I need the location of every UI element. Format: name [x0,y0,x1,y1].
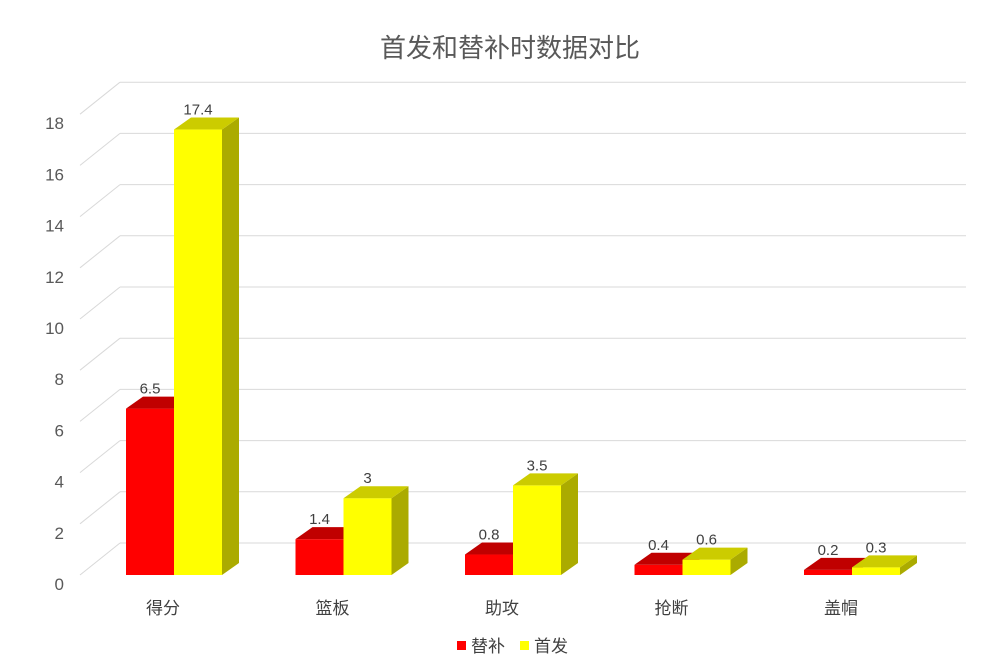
bar-top [343,486,409,499]
bar-side [730,547,748,575]
bar-top [513,473,578,486]
bar-front [852,567,900,575]
y-tick-label: 10 [45,319,64,338]
gridline-depth [79,235,121,269]
gridline-depth [79,389,121,422]
gridline-depth [79,337,121,371]
bar-front [343,498,392,575]
bar-首发-篮板 [343,486,409,575]
bar-front [126,408,174,575]
legend-label: 首发 [534,637,568,657]
legend-item-首发: 首发 [520,637,568,657]
data-label: 0.3 [866,539,887,556]
data-label: 3.5 [527,457,548,474]
gridline-depth [79,286,121,320]
data-label: 0.8 [479,527,500,544]
y-axis-ticks: 0 2 4 6 8 10 12 14 16 18 [45,114,64,594]
gridline-depth [79,81,121,115]
bar-top [682,547,748,560]
category-label: 盖帽 [824,599,858,619]
y-tick-label: 14 [45,217,64,236]
bar-首发-抢断 [682,547,748,575]
gridline-depth [79,542,121,576]
x-axis-categories: 得分 篮板 助攻 抢断 盖帽 [146,599,858,619]
gridline-depth [79,440,121,473]
bar-side [391,486,409,575]
legend-swatch [457,641,466,650]
data-label: 3 [363,470,371,487]
bar-front [804,569,852,575]
gridline-depth [79,491,121,525]
data-label: 1.4 [309,511,330,528]
data-label: 0.6 [696,532,717,549]
bar-front [465,554,513,575]
y-tick-label: 12 [45,268,64,287]
y-tick-label: 0 [55,575,64,594]
bar-front [634,564,683,575]
gridline-depth [79,184,121,217]
bar-首发-盖帽 [852,555,917,575]
category-label: 篮板 [316,599,350,619]
y-tick-label: 16 [45,165,64,184]
data-label: 17.4 [183,102,212,119]
gridlines [79,81,966,576]
bar-front [295,539,344,575]
bars [126,117,917,575]
gridline-depth [79,133,121,166]
bar-side [222,117,239,575]
category-label: 抢断 [655,599,689,619]
legend: 替补 首发 [457,637,568,657]
data-label: 0.2 [818,542,839,559]
bar-front [513,485,561,575]
bar-top [174,117,239,130]
legend-item-替补: 替补 [457,637,505,657]
category-label: 助攻 [485,599,519,619]
y-tick-label: 6 [55,421,64,440]
bar-front [174,129,222,575]
bar-top [852,555,917,568]
data-labels: 6.5 17.4 1.4 3 0.8 3.5 0.4 0.6 0.2 0.3 [140,102,887,559]
bar-front [682,559,731,575]
y-tick-label: 4 [55,473,64,492]
data-label: 0.4 [648,537,669,554]
bar-side [561,473,578,575]
y-tick-label: 2 [55,524,64,543]
legend-label: 替补 [471,637,505,657]
bar-首发-助攻 [513,473,578,575]
y-tick-label: 18 [45,114,64,133]
bar-首发-得分 [174,117,239,575]
bar-side [900,555,917,575]
chart-title: 首发和替补时数据对比 [380,34,640,64]
category-label: 得分 [146,599,180,619]
legend-swatch [520,641,529,650]
data-label: 6.5 [140,381,161,398]
y-tick-label: 8 [55,370,64,389]
